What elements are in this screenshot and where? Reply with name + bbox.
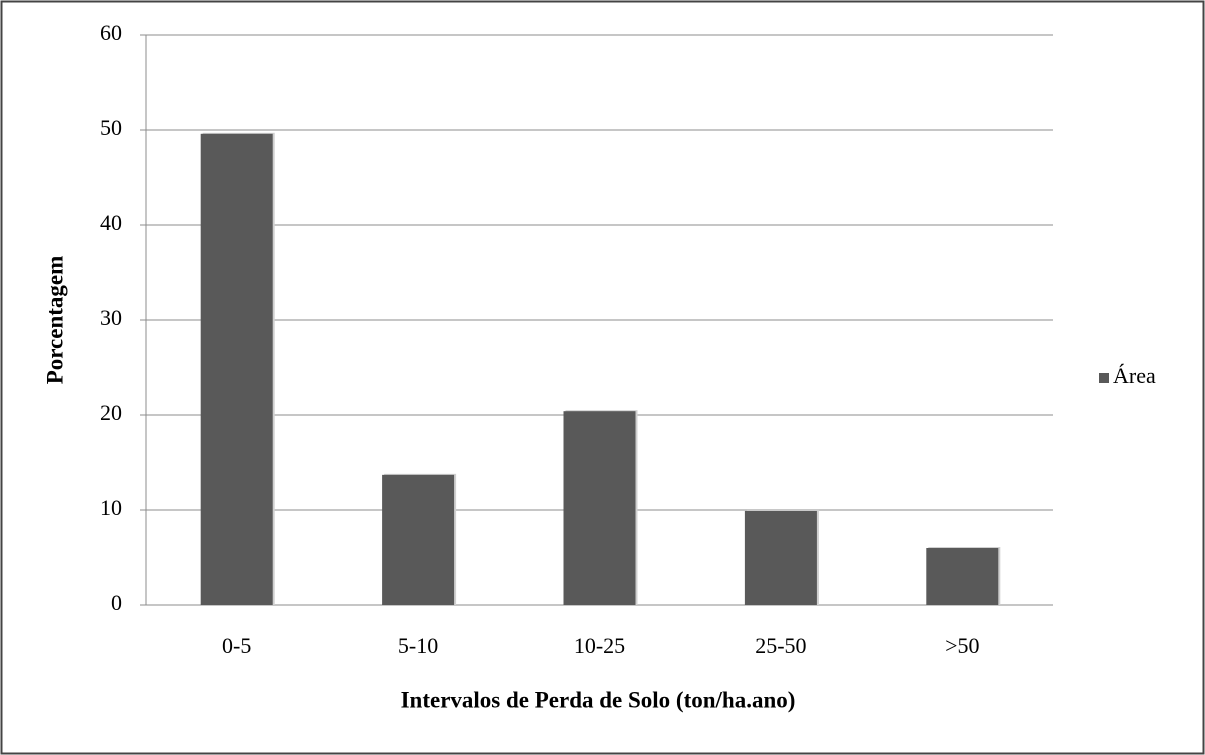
y-tick-label: 20 xyxy=(100,400,122,425)
y-tick-label: 40 xyxy=(100,210,122,235)
y-tick-label: 30 xyxy=(100,305,122,330)
x-tick-label: >50 xyxy=(945,633,979,658)
y-tick-label: 10 xyxy=(100,495,122,520)
bar xyxy=(563,411,636,605)
y-tick-label: 60 xyxy=(100,20,122,45)
bar xyxy=(200,133,273,606)
y-axis-label: Porcentagem xyxy=(42,256,67,385)
y-tick-label: 0 xyxy=(111,590,122,615)
legend-label: Área xyxy=(1113,363,1156,388)
y-tick-label: 50 xyxy=(100,115,122,140)
bar xyxy=(744,510,817,605)
bar xyxy=(382,474,455,605)
legend-swatch xyxy=(1099,373,1109,383)
x-tick-label: 5-10 xyxy=(398,633,438,658)
x-tick-label: 0-5 xyxy=(222,633,251,658)
x-tick-label: 10-25 xyxy=(574,633,625,658)
bar xyxy=(926,548,999,605)
x-tick-label: 25-50 xyxy=(755,633,806,658)
x-axis-label: Intervalos de Perda de Solo (ton/ha.ano) xyxy=(401,687,796,712)
